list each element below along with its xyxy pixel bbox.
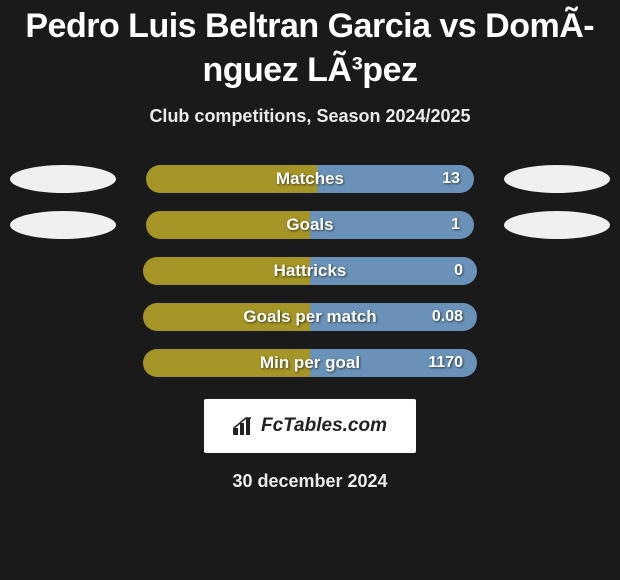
stat-value: 1 (451, 216, 460, 234)
right-value-slot (504, 165, 610, 193)
subtitle: Club competitions, Season 2024/2025 (0, 106, 620, 127)
left-value-slot (10, 303, 113, 331)
player-right-ellipse (504, 165, 610, 193)
stat-bar: Goals per match0.08 (143, 303, 477, 331)
stat-label: Hattricks (143, 261, 477, 281)
stat-row: Matches13 (10, 165, 610, 193)
stat-value: 0.08 (432, 308, 463, 326)
stat-row: Goals1 (10, 211, 610, 239)
right-value-slot (504, 211, 610, 239)
player-left-ellipse (10, 165, 116, 193)
stat-bar: Goals1 (146, 211, 474, 239)
left-value-slot (10, 211, 116, 239)
stat-bar: Min per goal1170 (143, 349, 477, 377)
comparison-card: Pedro Luis Beltran Garcia vs DomÃ­nguez … (0, 0, 620, 580)
stat-value: 1170 (428, 354, 463, 372)
stat-label: Goals (146, 215, 474, 235)
stat-bar: Matches13 (146, 165, 474, 193)
stat-bar: Hattricks0 (143, 257, 477, 285)
stat-label: Min per goal (143, 353, 477, 373)
stat-row: Goals per match0.08 (10, 303, 610, 331)
stat-value: 0 (454, 262, 463, 280)
brand-label: FcTables.com (261, 415, 387, 437)
left-value-slot (10, 349, 113, 377)
left-value-slot (10, 257, 113, 285)
bar-chart-icon (233, 416, 255, 436)
stat-row: Hattricks0 (10, 257, 610, 285)
brand-badge: FcTables.com (204, 399, 416, 453)
player-right-ellipse (504, 211, 610, 239)
stat-label: Matches (146, 169, 474, 189)
stats-container: Matches13 Goals1 Hattricks0 Goals per match… (0, 165, 620, 377)
right-value-slot (507, 303, 610, 331)
right-value-slot (507, 349, 610, 377)
page-title: Pedro Luis Beltran Garcia vs DomÃ­nguez … (0, 4, 620, 92)
right-value-slot (507, 257, 610, 285)
stat-label: Goals per match (143, 307, 477, 327)
stat-value: 13 (442, 170, 460, 188)
player-left-ellipse (10, 211, 116, 239)
stat-row: Min per goal1170 (10, 349, 610, 377)
footer-date: 30 december 2024 (0, 471, 620, 492)
left-value-slot (10, 165, 116, 193)
